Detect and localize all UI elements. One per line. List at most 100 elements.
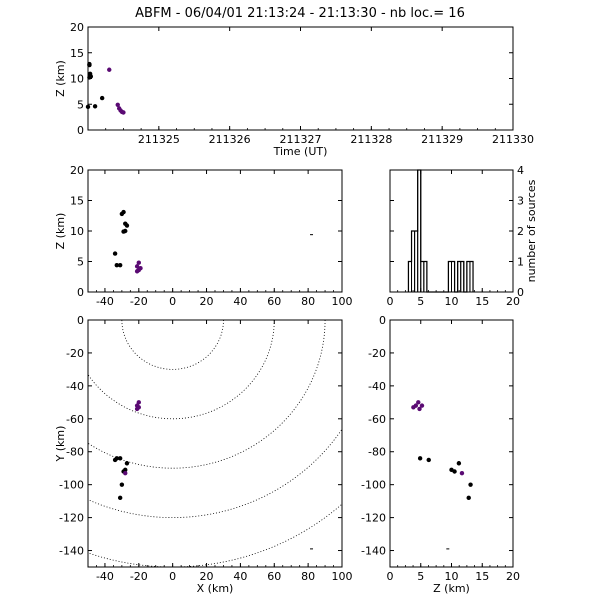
x-tick-label: 0 bbox=[169, 295, 176, 308]
x-tick-label: 60 bbox=[267, 570, 281, 583]
data-point bbox=[124, 223, 130, 228]
y-tick-label: 0 bbox=[379, 314, 386, 327]
data-point bbox=[119, 211, 125, 217]
y-tick-label: -140 bbox=[59, 545, 84, 558]
data-point bbox=[136, 400, 141, 405]
data-point bbox=[99, 95, 105, 101]
data-point bbox=[426, 457, 431, 463]
x-tick-label: 211328 bbox=[350, 133, 392, 146]
x-tick-label: 20 bbox=[200, 570, 214, 583]
y-tick-label: -20 bbox=[368, 347, 386, 360]
x-tick-label: 80 bbox=[301, 570, 315, 583]
data-point bbox=[117, 495, 123, 501]
x-tick-label: -40 bbox=[96, 570, 114, 583]
x-tick-label: -20 bbox=[130, 570, 148, 583]
data-point bbox=[112, 457, 118, 463]
data-point bbox=[88, 74, 94, 79]
y-tick-label: 0 bbox=[77, 124, 84, 137]
y-tick-label: 0 bbox=[77, 314, 84, 327]
panel-time-height: 211325 211326 211327 211328 211329 211330 0 5 10… bbox=[54, 21, 534, 158]
y-tick-label: 4 bbox=[517, 164, 524, 177]
y-tick-label: -140 bbox=[361, 545, 386, 558]
x-axis-label: X (km) bbox=[197, 582, 234, 595]
x-tick-label: 100 bbox=[332, 570, 353, 583]
data-point bbox=[417, 456, 423, 461]
y-tick-label: -120 bbox=[361, 512, 386, 525]
data-point bbox=[115, 102, 120, 107]
data-point bbox=[452, 469, 457, 474]
y-tick-label: -40 bbox=[66, 380, 84, 393]
y-tick-label: -60 bbox=[368, 413, 386, 426]
x-tick-label: 211327 bbox=[280, 133, 322, 146]
histogram-bar bbox=[451, 261, 456, 293]
x-tick-label: -40 bbox=[96, 295, 114, 308]
histogram-bar bbox=[469, 261, 474, 293]
x-tick-label: 20 bbox=[506, 570, 520, 583]
data-point bbox=[466, 495, 471, 501]
panel-x-y-plan: -40 -20 0 20 40 60 80 100 0 -20 -40 -60 -80 -100 -120 -… bbox=[54, 314, 353, 595]
y-tick-label: -20 bbox=[66, 347, 84, 360]
x-tick-label: 5 bbox=[417, 295, 424, 308]
x-tick-label: -20 bbox=[130, 295, 148, 308]
data-point bbox=[87, 62, 92, 68]
data-point bbox=[134, 269, 140, 274]
data-point bbox=[459, 470, 465, 476]
figure-title: ABFM - 06/04/01 21:13:24 - 21:13:30 - nb… bbox=[135, 6, 465, 21]
data-point bbox=[85, 104, 91, 110]
data-point bbox=[119, 482, 125, 487]
y-tick-label: 1 bbox=[517, 256, 524, 269]
y-tick-label: -40 bbox=[368, 380, 386, 393]
data-point bbox=[117, 262, 123, 268]
data-point bbox=[456, 461, 462, 466]
x-tick-label: 10 bbox=[445, 295, 459, 308]
data-point bbox=[114, 262, 119, 268]
plot-frame bbox=[87, 26, 514, 131]
y-tick-label: 5 bbox=[77, 98, 84, 111]
x-tick-label: 15 bbox=[475, 570, 489, 583]
x-tick-label: 80 bbox=[301, 295, 315, 308]
y-tick-label: 15 bbox=[70, 47, 84, 60]
data-point bbox=[468, 482, 473, 487]
y-tick-label: 0 bbox=[77, 286, 84, 299]
y-axis-label: Y (km) bbox=[54, 426, 67, 463]
y-tick-label: -60 bbox=[66, 413, 84, 426]
x-tick-label: 15 bbox=[475, 295, 489, 308]
data-point bbox=[112, 251, 118, 256]
data-point bbox=[117, 456, 123, 461]
x-tick-label: 0 bbox=[169, 570, 176, 583]
x-tick-label: 20 bbox=[506, 295, 520, 308]
y-tick-label: 3 bbox=[517, 195, 524, 208]
data-point bbox=[124, 461, 130, 466]
data-point bbox=[416, 400, 421, 405]
x-tick-label: 40 bbox=[233, 570, 247, 583]
y-tick-label: -100 bbox=[59, 479, 84, 492]
y-tick-label: 2 bbox=[517, 225, 524, 238]
panels: 211325 211326 211327 211328 211329 2113300510… bbox=[54, 21, 539, 595]
data-point bbox=[136, 260, 141, 265]
panel-x-height: -40 -20 0 20 40 60 80 100 0 5 10 15 20 Z (km) bbox=[54, 164, 353, 308]
x-tick-label: 0 bbox=[387, 570, 394, 583]
x-tick-label: 100 bbox=[332, 295, 353, 308]
panel-z-y: 0 5 10 15 20 0 -20 -40 -60 -80 -100 -120 -140 Z (km) bbox=[361, 314, 520, 595]
y-tick-label: -80 bbox=[368, 446, 386, 459]
data-point bbox=[121, 229, 126, 234]
x-tick-label: 10 bbox=[445, 570, 459, 583]
y-tick-label: 0 bbox=[517, 286, 524, 299]
y-axis-label: number of sources bbox=[525, 179, 538, 282]
data-point bbox=[134, 406, 140, 412]
histogram-bar bbox=[417, 169, 422, 293]
data-point bbox=[121, 110, 126, 115]
y-tick-label: -120 bbox=[59, 512, 84, 525]
y-tick-label: 10 bbox=[70, 73, 84, 86]
plot-frame bbox=[87, 319, 343, 568]
x-axis-label: Time (UT) bbox=[273, 145, 328, 158]
y-tick-label: -100 bbox=[361, 479, 386, 492]
y-tick-label: -80 bbox=[66, 446, 84, 459]
x-tick-label: 211326 bbox=[209, 133, 251, 146]
plot-frame bbox=[389, 319, 514, 568]
y-tick-label: 5 bbox=[77, 256, 84, 269]
data-point bbox=[134, 264, 140, 269]
y-tick-label: 15 bbox=[70, 195, 84, 208]
